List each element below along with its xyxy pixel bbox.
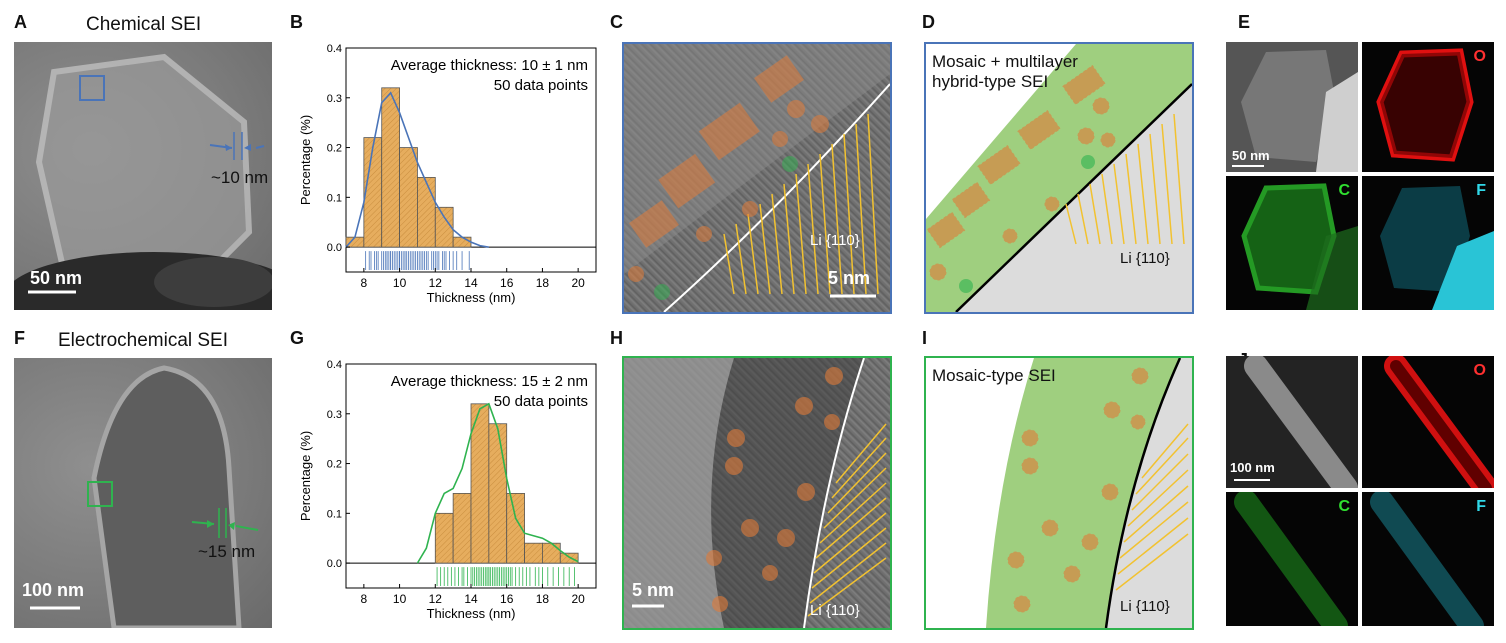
lattice-plane-label: Li {110} <box>1120 598 1170 615</box>
x-tick-label: 16 <box>500 592 514 606</box>
x-tick-label: 18 <box>536 592 550 606</box>
x-tick-label: 10 <box>393 276 407 290</box>
roi-box-green <box>87 481 113 507</box>
y-tick-label: 0.3 <box>327 93 342 105</box>
histogram-bar <box>452 236 472 248</box>
panel-label-d: D <box>922 12 935 32</box>
thickness-annotation: ~10 nm <box>211 168 269 187</box>
roi-box-blue <box>79 75 105 101</box>
hrtem-image-h: 5 nm Li {110} <box>622 356 892 630</box>
lattice-plane-label: Li {110} <box>1120 250 1170 267</box>
sei-type-label-line2: hybrid-type SEI <box>932 72 1049 91</box>
y-tick-label: 0.3 <box>327 409 342 421</box>
histogram-bar <box>363 137 383 248</box>
x-tick-label: 16 <box>500 276 514 290</box>
element-label-c: C <box>1338 498 1350 515</box>
chart-annotation: 50 data points <box>494 393 588 410</box>
panel-label-f: F <box>14 328 25 348</box>
y-tick-label: 0.0 <box>327 558 342 570</box>
haadf-image-j: 100 nm <box>1226 356 1358 488</box>
haadf-image-e: 50 nm <box>1226 42 1358 172</box>
element-label-c: C <box>1338 182 1350 199</box>
scale-bar-label: 50 nm <box>30 268 83 288</box>
y-tick-label: 0.4 <box>327 359 342 371</box>
y-tick-label: 0.1 <box>327 192 342 204</box>
x-tick-label: 10 <box>393 592 407 606</box>
scale-bar-label: 5 nm <box>632 580 675 600</box>
element-label-o: O <box>1473 48 1486 65</box>
histogram-bar <box>434 206 454 248</box>
y-tick-label: 0.4 <box>327 43 342 55</box>
element-label-o: O <box>1473 362 1486 379</box>
x-tick-label: 14 <box>464 592 478 606</box>
y-tick-label: 0.1 <box>327 508 342 520</box>
histogram-chart-g: 8 10 12 14 16 18 20 0.0 0.1 0.2 0.3 0.4 Thickness (n… <box>298 359 597 621</box>
histogram-bar <box>506 493 525 564</box>
element-label-f: F <box>1476 182 1486 199</box>
thickness-annotation: ~15 nm <box>198 542 256 561</box>
tem-image-electrochemical-sei: ~15 nm 100 nm <box>14 358 272 628</box>
lattice-plane-label: Li {110} <box>810 602 860 619</box>
histogram-chart-b: 8 10 12 14 16 18 20 0.0 0.1 0.2 0.3 0.4 Thickness (n… <box>298 43 597 305</box>
y-tick-label: 0.2 <box>327 459 342 471</box>
sei-type-label: Mosaic + multilayer hybrid-type SEI <box>932 52 1078 92</box>
panel-label-h: H <box>610 328 623 348</box>
lattice-plane-label: Li {110} <box>810 232 860 249</box>
histogram-bar <box>542 542 561 564</box>
sei-type-label-line1: Mosaic + multilayer <box>932 52 1078 71</box>
eds-map-fluorine-e: F <box>1362 176 1494 310</box>
chart-annotation: 50 data points <box>494 77 588 94</box>
chart-annotation: Average thickness: 10 ± 1 nm <box>391 57 588 74</box>
panel-label-c: C <box>610 12 623 32</box>
panel-label-g: G <box>290 328 305 348</box>
panel-a-title: Chemical SEI <box>86 14 202 35</box>
histogram-bar <box>559 552 579 564</box>
chart-annotation: Average thickness: 15 ± 2 nm <box>391 373 588 390</box>
x-tick-label: 20 <box>571 276 585 290</box>
eds-map-oxygen-j: O <box>1362 356 1494 488</box>
eds-map-carbon-j: C <box>1226 492 1358 626</box>
scale-bar-label: 5 nm <box>828 268 871 288</box>
x-axis-label: Thickness (nm) <box>427 290 516 305</box>
histogram-bar <box>345 236 365 248</box>
fit-curve <box>416 402 579 564</box>
histogram-bar <box>381 87 400 248</box>
x-tick-label: 14 <box>464 276 478 290</box>
x-tick-label: 20 <box>571 592 585 606</box>
schematic-i: Mosaic-type SEI Li {110} <box>924 356 1194 630</box>
x-tick-label: 12 <box>429 276 443 290</box>
histogram-bar <box>399 147 418 248</box>
histogram-bar <box>434 512 454 564</box>
panel-label-b: B <box>290 12 303 32</box>
histogram-bar <box>452 493 472 564</box>
panel-label-e: E <box>1238 12 1251 32</box>
element-label-f: F <box>1476 498 1486 515</box>
fit-curve <box>345 91 489 248</box>
schematic-d: Mosaic + multilayer hybrid-type SEI Li {… <box>924 42 1194 314</box>
x-tick-label: 8 <box>361 276 368 290</box>
x-axis-label: Thickness (nm) <box>427 606 516 621</box>
histogram-bar <box>417 177 436 248</box>
eds-map-fluorine-j: F <box>1362 492 1494 626</box>
eds-map-oxygen-e: O <box>1362 42 1494 172</box>
panel-label-a: A <box>14 12 27 32</box>
eds-map-carbon-e: C <box>1226 176 1358 310</box>
sei-type-label: Mosaic-type SEI <box>932 366 1056 385</box>
y-axis-label: Percentage (%) <box>298 115 313 205</box>
x-tick-label: 18 <box>536 276 550 290</box>
scale-bar-label: 100 nm <box>22 580 85 600</box>
panel-f-title: Electrochemical SEI <box>58 330 229 351</box>
x-tick-label: 12 <box>429 592 443 606</box>
scale-bar-label: 100 nm <box>1230 460 1275 475</box>
x-tick-label: 8 <box>361 592 368 606</box>
y-tick-label: 0.0 <box>327 242 342 254</box>
tem-image-chemical-sei: ~10 nm 50 nm <box>14 42 272 310</box>
y-tick-label: 0.2 <box>327 143 342 155</box>
histogram-bar <box>524 542 543 564</box>
scale-bar-label: 50 nm <box>1232 148 1270 163</box>
hrtem-image-c: Li {110} 5 nm <box>622 42 892 314</box>
histogram-bar <box>488 423 508 564</box>
y-axis-label: Percentage (%) <box>298 431 313 521</box>
panel-label-i: I <box>922 328 928 348</box>
